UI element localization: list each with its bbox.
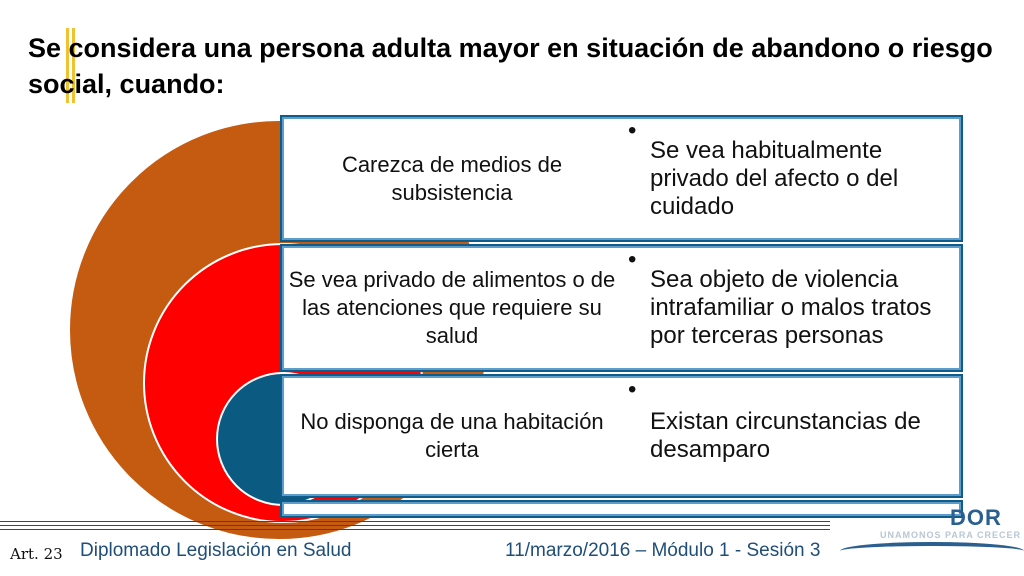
footer-divider <box>0 521 830 522</box>
bullet-icon: • <box>628 117 637 144</box>
criteria-row-2: Se vea privado de alimentos o de las ate… <box>280 244 963 372</box>
criteria-right: • Existan circunstancias de desamparo <box>622 376 961 496</box>
footer-course-name: Diplomado Legislación en Salud <box>80 540 352 561</box>
criteria-left-text: Carezca de medios de subsistencia <box>341 151 563 205</box>
bullet-icon: • <box>628 376 637 403</box>
criteria-right-text: Se vea habitualmente privado del afecto … <box>650 136 899 220</box>
footer-date-session: 11/marzo/2016 – Módulo 1 - Sesión 3 <box>505 540 821 561</box>
footer-article: Art. 23 <box>10 545 63 563</box>
criteria-right-text: Existan circunstancias de desamparo <box>650 408 921 463</box>
bullet-icon: • <box>628 246 637 273</box>
criteria-row-empty <box>280 500 963 518</box>
logo-tagline: UNAMONOS PARA CRECER <box>880 530 1022 540</box>
criteria-left-text: Se vea privado de alimentos o de las ate… <box>288 267 616 348</box>
title-accent-bar <box>66 28 69 103</box>
logo-text: DOR <box>950 505 1002 530</box>
logo-swoosh-icon <box>840 542 1024 560</box>
criteria-row-3: No disponga de una habitación cierta • E… <box>280 374 963 498</box>
slide-title: Se considera una persona adulta mayor en… <box>28 33 993 99</box>
footer-divider-2 <box>0 525 830 526</box>
title-accent-bar-2 <box>72 28 75 103</box>
criteria-right: • Se vea habitualmente privado del afect… <box>622 117 961 240</box>
criteria-right-text: Sea objeto de violencia intrafamiliar o … <box>650 266 932 349</box>
footer-divider-3 <box>0 529 830 530</box>
criteria-right: • Sea objeto de violencia intrafamiliar … <box>622 246 961 370</box>
criteria-row-1: Carezca de medios de subsistencia • Se v… <box>280 115 963 242</box>
criteria-left-text: No disponga de una habitación cierta <box>300 409 604 462</box>
